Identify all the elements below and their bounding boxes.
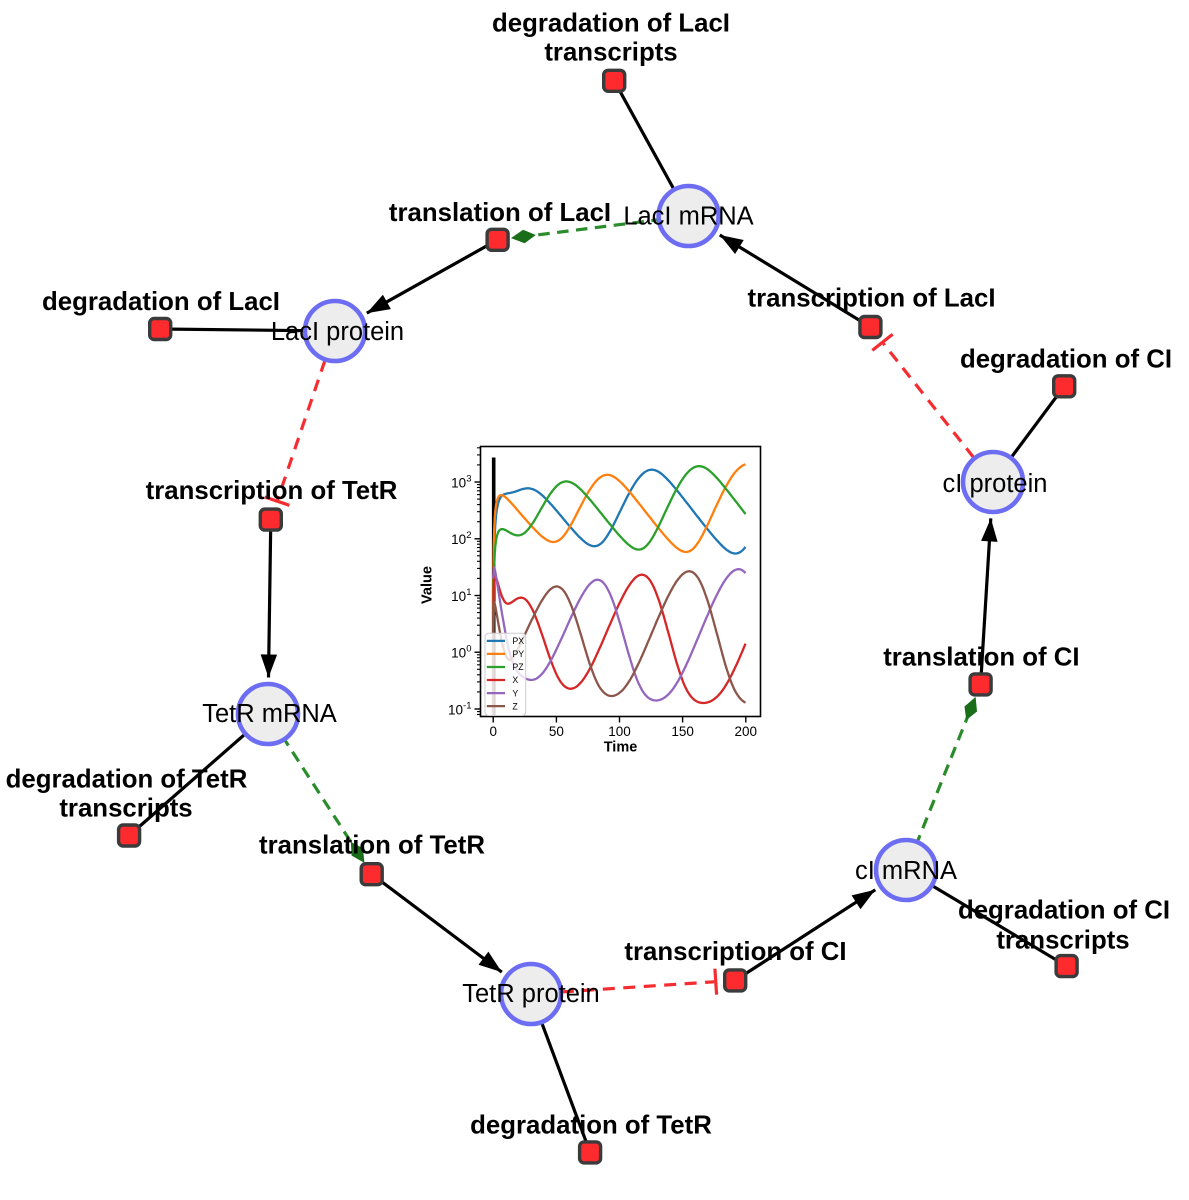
svg-text:transcripts: transcripts (59, 795, 192, 823)
svg-text:transcription of CI: transcription of CI (624, 938, 846, 966)
svg-text:degradation of CI: degradation of CI (958, 897, 1170, 925)
svg-text:degradation of TetR: degradation of TetR (470, 1112, 712, 1140)
svg-text:transcription of LacI: transcription of LacI (748, 284, 996, 312)
svg-text:X: X (512, 675, 518, 685)
svg-text:Y: Y (512, 688, 518, 698)
svg-text:degradation of CI: degradation of CI (960, 346, 1172, 374)
svg-text:Value: Value (420, 566, 436, 604)
svg-text:degradation of LacI: degradation of LacI (492, 10, 730, 38)
svg-text:cI protein: cI protein (943, 470, 1048, 498)
svg-text:translation of CI: translation of CI (883, 644, 1079, 672)
svg-text:translation of TetR: translation of TetR (259, 832, 485, 860)
svg-text:transcripts: transcripts (996, 927, 1129, 955)
svg-text:50: 50 (549, 724, 564, 739)
svg-text:transcription of TetR: transcription of TetR (146, 477, 398, 505)
svg-text:Z: Z (512, 701, 518, 711)
svg-text:LacI protein: LacI protein (271, 318, 404, 346)
svg-text:LacI mRNA: LacI mRNA (623, 203, 753, 231)
svg-text:PX: PX (512, 636, 524, 646)
svg-text:degradation of TetR: degradation of TetR (6, 766, 248, 794)
svg-text:translation of LacI: translation of LacI (389, 199, 611, 227)
svg-text:Time: Time (604, 740, 638, 756)
svg-text:transcripts: transcripts (544, 39, 677, 67)
svg-text:TetR mRNA: TetR mRNA (202, 700, 337, 728)
svg-text:200: 200 (735, 724, 758, 739)
svg-text:TetR protein: TetR protein (462, 980, 600, 1008)
svg-text:PY: PY (512, 649, 524, 659)
svg-text:degradation of LacI: degradation of LacI (42, 288, 280, 316)
svg-text:PZ: PZ (512, 662, 524, 672)
svg-text:cI mRNA: cI mRNA (855, 857, 957, 885)
svg-text:0: 0 (489, 724, 497, 739)
svg-text:100: 100 (608, 724, 631, 739)
svg-text:150: 150 (671, 724, 694, 739)
